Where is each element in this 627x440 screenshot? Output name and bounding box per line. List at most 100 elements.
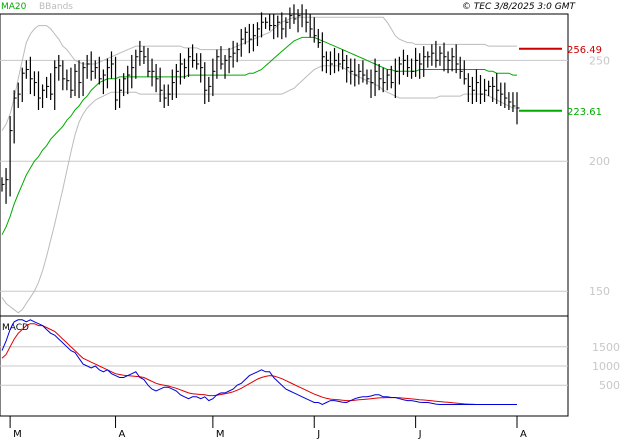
price-bar	[135, 49, 139, 79]
price-bar	[139, 40, 143, 66]
price-bar	[337, 53, 342, 72]
x-tick-label: M	[216, 429, 225, 440]
price-bar	[1, 177, 5, 192]
price-bar	[516, 92, 520, 125]
macd-title: MACD	[2, 323, 29, 333]
price-bar	[325, 51, 329, 74]
price-bar	[289, 7, 293, 29]
price-bar	[118, 78, 123, 108]
price-bar	[240, 28, 244, 57]
copyright-notice: © TEC 3/8/2025 3:0 GMT	[462, 2, 577, 12]
price-y-tick-label: 150	[589, 285, 610, 298]
price-bar	[419, 53, 423, 79]
price-bar	[21, 67, 25, 102]
price-bar	[415, 47, 419, 77]
price-bar	[41, 84, 46, 108]
price-bar	[200, 53, 204, 83]
price-bar	[512, 92, 516, 113]
price-bar	[37, 71, 41, 110]
price-bar	[123, 73, 127, 97]
price-bar	[167, 84, 171, 106]
price-bar	[5, 168, 9, 204]
price-bar	[264, 17, 269, 29]
signal-line	[1, 323, 517, 405]
price-bar	[471, 76, 475, 104]
price-bar	[297, 9, 301, 33]
price-bar	[208, 76, 212, 102]
price-bar	[131, 54, 135, 89]
price-bar	[366, 69, 370, 85]
price-bar	[410, 58, 415, 79]
price-bar	[143, 46, 147, 64]
price-bar	[82, 62, 86, 97]
price-bar	[17, 82, 21, 108]
price-bar	[504, 82, 508, 108]
price-bar	[402, 49, 406, 76]
price-bar	[301, 4, 305, 28]
price-bar	[451, 47, 455, 72]
price-bar	[66, 69, 70, 91]
price-bar	[204, 62, 208, 104]
price-bar	[54, 60, 58, 110]
price-bar	[232, 40, 236, 68]
price-bar	[386, 69, 390, 91]
price-bar	[256, 22, 260, 47]
price-bar	[500, 82, 504, 106]
price-bar	[329, 51, 333, 76]
price-bar	[390, 65, 394, 89]
price-bar	[187, 47, 192, 77]
price-panel-frame	[0, 13, 569, 317]
legend-bbands-label: BBands	[39, 2, 73, 12]
macd-y-tick-label: 500	[599, 379, 620, 392]
price-bar	[483, 78, 488, 102]
price-bar	[281, 12, 285, 40]
price-bar	[394, 58, 398, 99]
price-bar	[492, 76, 496, 102]
price-bar	[488, 80, 492, 97]
price-bar	[159, 67, 163, 102]
legend-ma20-label: MA20	[1, 2, 27, 12]
price-bar	[98, 56, 102, 85]
price-bar	[155, 63, 159, 93]
price-bar	[171, 69, 175, 101]
price-bar	[163, 84, 167, 108]
price-bar	[370, 69, 374, 99]
price-bar	[244, 27, 248, 45]
price-bar	[479, 75, 484, 104]
price-bar	[309, 14, 313, 38]
price-bar	[467, 73, 471, 102]
price-bar	[398, 56, 402, 85]
price-bar	[236, 42, 240, 63]
price-bar	[33, 71, 37, 97]
price-bar	[333, 47, 338, 74]
price-bar	[321, 32, 325, 72]
price-bar	[13, 90, 17, 144]
price-bar	[212, 58, 216, 97]
macd-line	[1, 319, 517, 406]
price-bar	[127, 65, 131, 95]
price-bar	[196, 53, 200, 70]
price-bar	[175, 63, 179, 99]
price-bar	[313, 17, 317, 43]
price-bar	[228, 47, 232, 74]
price-bar	[191, 44, 196, 68]
price-bar	[110, 51, 114, 79]
support-level-label: 223.61	[567, 107, 602, 118]
price-bar	[70, 67, 74, 99]
price-bar	[220, 46, 224, 70]
price-bar	[362, 60, 366, 83]
price-bar	[78, 60, 82, 99]
price-bar	[423, 46, 427, 77]
price-bar	[46, 76, 50, 99]
x-tick-label: A	[119, 429, 126, 440]
price-bar	[439, 46, 443, 66]
price-bar	[358, 63, 362, 85]
price-bar	[252, 23, 256, 52]
price-bar	[406, 54, 411, 77]
price-bar	[9, 116, 13, 197]
price-bar	[269, 14, 273, 31]
price-bar	[151, 58, 155, 87]
price-bar	[317, 28, 321, 48]
